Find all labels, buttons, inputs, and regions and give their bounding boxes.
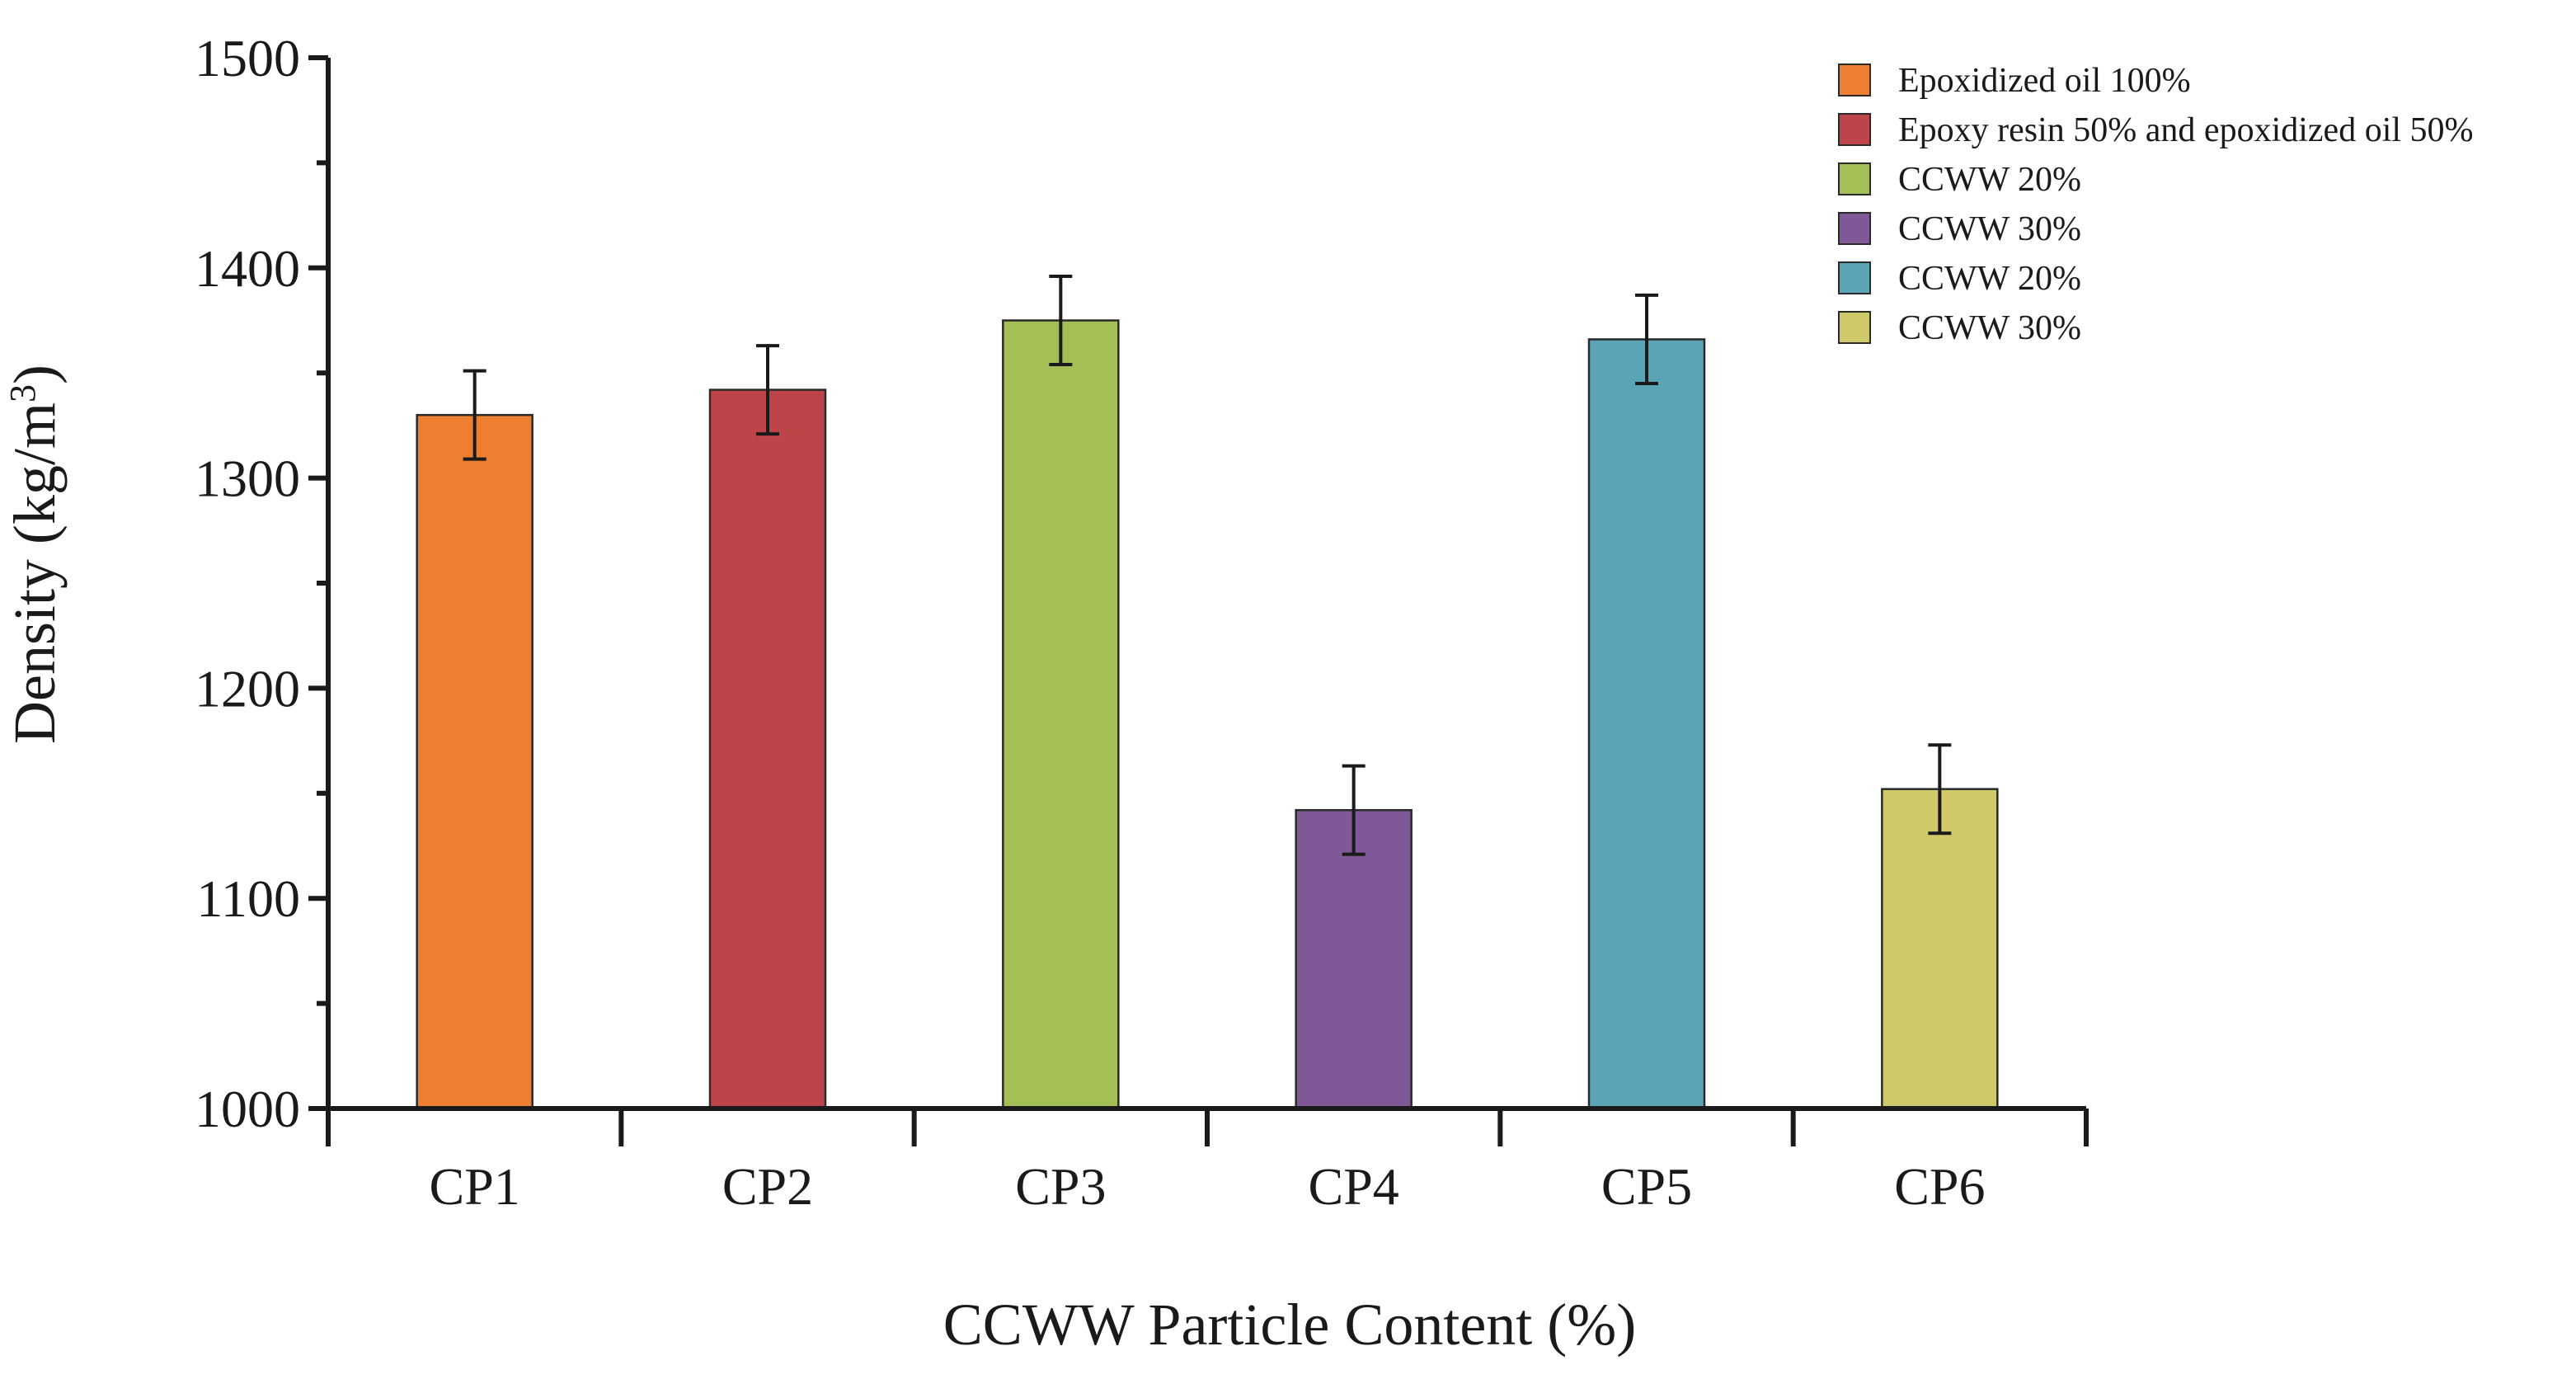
legend-label: Epoxy resin 50% and epoxidized oil 50% [1898,111,2474,149]
legend-label: CCWW 30% [1898,210,2081,248]
y-axis-title-superscript: 3 [2,384,43,402]
y-axis-title-main: Density (kg/m [2,402,68,744]
y-tick-label: 1100 [196,869,300,928]
bar [1881,788,1999,1110]
legend-swatch [1838,261,1871,294]
y-tick-label: 1500 [195,29,300,87]
bars-layer [416,319,1999,1110]
bar [416,413,534,1110]
y-tick-label: 1000 [195,1080,300,1138]
legend-swatch [1838,64,1871,97]
y-tick-label: 1300 [195,450,300,508]
x-tick-label: CP2 [722,1157,813,1216]
legend-label: CCWW 20% [1898,161,2081,199]
y-axis-title: Density (kg/m3) [2,365,68,744]
x-axis-title: CCWW Particle Content (%) [943,1292,1636,1358]
legend: Epoxidized oil 100% Epoxy resin 50% and e… [1838,62,2474,347]
legend-label: Epoxidized oil 100% [1898,62,2191,100]
legend-swatch [1838,311,1871,344]
legend-swatch [1838,162,1871,195]
y-axis-title-close: ) [2,365,68,384]
legend-label: CCWW 30% [1898,309,2081,347]
y-tick-label: 1200 [195,659,300,718]
bar [1002,319,1120,1110]
legend-swatch [1838,113,1871,146]
bar [1587,338,1706,1110]
bar [708,388,827,1110]
axes-layer [326,58,2086,1111]
legend-swatch [1838,212,1871,245]
bar [1295,808,1413,1110]
error-bars-layer [463,274,1952,856]
x-tick-label: CP5 [1601,1157,1692,1216]
x-tick-label: CP3 [1015,1157,1106,1216]
y-ticks-layer: 1000 1100 1200 1300 1400 1500 [195,29,328,1138]
x-ticks-layer: CP1 CP2 CP3 CP4 CP5 CP6 [326,1109,2089,1216]
y-tick-label: 1400 [195,239,300,298]
x-tick-label: CP4 [1309,1157,1399,1216]
x-tick-label: CP6 [1894,1157,1985,1216]
legend-label: CCWW 20% [1898,260,2081,298]
x-tick-label: CP1 [430,1157,520,1216]
